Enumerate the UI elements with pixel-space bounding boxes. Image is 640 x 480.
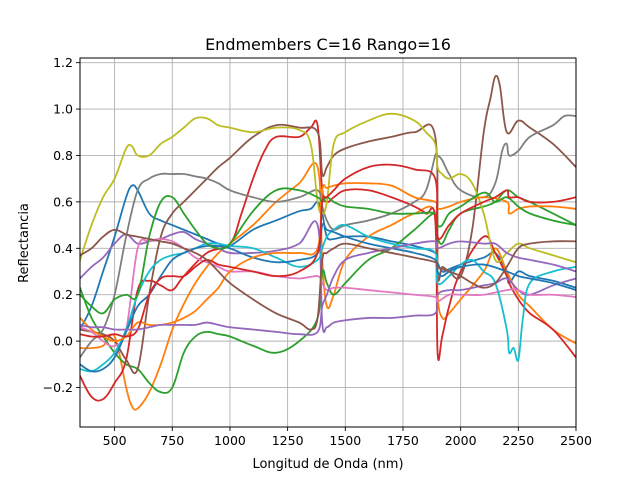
y-tick-label: 0.0 <box>53 334 73 349</box>
y-tick-label: 0.8 <box>53 148 73 163</box>
y-tick-label: 1.2 <box>53 55 73 70</box>
series-line-14 <box>80 163 576 338</box>
series-layer <box>80 74 576 411</box>
x-axis: 500 750 1000 1250 1500 1750 2000 2250 2500 <box>103 427 592 448</box>
x-tick-label: 500 <box>103 433 127 448</box>
x-tick-label: 2500 <box>560 433 592 448</box>
series-line-15 <box>80 240 576 336</box>
series-line-16 <box>80 228 576 331</box>
x-tick-label: 1000 <box>214 433 246 448</box>
series-line-11 <box>80 222 576 373</box>
y-axis: −0.2 0.0 0.2 0.4 0.6 0.8 1.0 1.2 <box>43 55 80 395</box>
x-tick-label: 1250 <box>272 433 304 448</box>
x-axis-label: Longitud de Onda (nm) <box>252 457 403 472</box>
series-line-3 <box>80 189 576 394</box>
x-tick-label: 1750 <box>387 433 419 448</box>
y-tick-label: 1.0 <box>53 102 73 117</box>
y-tick-label: 0.6 <box>53 194 73 209</box>
grid <box>80 58 577 427</box>
x-tick-label: 2000 <box>445 433 477 448</box>
series-line-10 <box>80 223 576 373</box>
y-tick-label: 0.2 <box>53 287 73 302</box>
y-axis-label: Reflectancia <box>17 203 32 283</box>
x-tick-label: 2250 <box>502 433 534 448</box>
series-line-7 <box>80 238 576 348</box>
y-tick-label: 0.4 <box>53 241 73 256</box>
chart-title: Endmembers C=16 Rango=16 <box>205 35 451 54</box>
y-tick-label: −0.2 <box>43 380 73 395</box>
x-tick-label: 750 <box>160 433 184 448</box>
plot-frame <box>79 57 577 428</box>
x-tick-label: 1500 <box>329 433 361 448</box>
